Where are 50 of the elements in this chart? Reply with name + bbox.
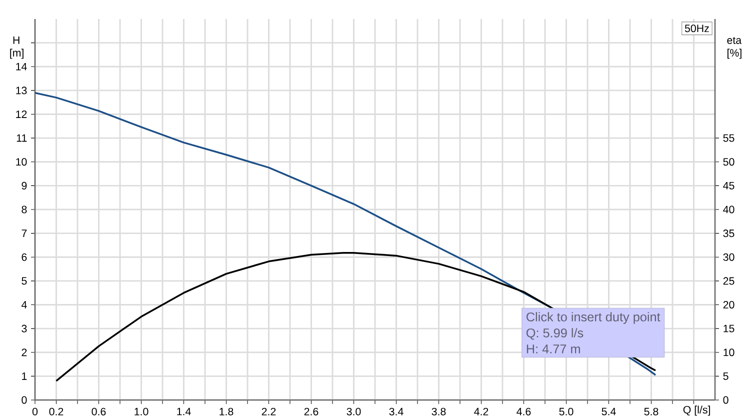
x-tick-label: 5.0 <box>559 408 574 416</box>
y2-tick-label: 15 <box>724 324 734 332</box>
y-axis-title: H [m] <box>10 36 24 59</box>
x-tick-label: 0 <box>32 408 38 416</box>
y-tick-label: 4 <box>22 301 27 308</box>
y2-tick-label: 20 <box>723 300 734 309</box>
y2-tick-label: 25 <box>723 277 734 285</box>
y2-tick-label: 30 <box>723 253 734 261</box>
y-tick-label: 1 <box>22 372 27 380</box>
y2-tick-label: 40 <box>723 206 734 214</box>
y-tick-label: 3 <box>22 324 27 332</box>
annotation: 50Hz <box>684 24 709 32</box>
y-tick-label: 7 <box>22 230 27 237</box>
y-tick-label: 0 <box>22 396 27 404</box>
x-axis-title: Q [l/s] <box>683 406 710 416</box>
x-tick-label: 2.6 <box>304 408 318 416</box>
y-tick-label: 9 <box>22 182 27 190</box>
x-tick-label: 3.8 <box>432 408 446 416</box>
x-tick-label: 5.8 <box>644 408 658 416</box>
y-tick-label: 11 <box>16 134 27 142</box>
y2-tick-label: 55 <box>723 134 734 142</box>
y-tick-label: 6 <box>22 253 27 261</box>
annotation: Click to insert duty point <box>526 312 660 324</box>
y-tick-label: 12 <box>16 110 27 118</box>
y2-tick-label: 45 <box>723 182 734 190</box>
y-tick-label: 10 <box>16 158 27 166</box>
x-tick-label: 3.4 <box>389 408 404 416</box>
x-tick-label: 3.0 <box>346 408 361 416</box>
y2-tick-label: 5 <box>723 372 728 380</box>
y2-tick-label: 0 <box>723 396 728 404</box>
x-tick-label: 1.4 <box>177 408 191 416</box>
y-tick-label: 2 <box>22 348 27 356</box>
annotation: Q: 5.99 l/s <box>526 328 584 340</box>
x-tick-label: 2.2 <box>262 408 276 416</box>
x-tick-label: 4.2 <box>474 408 488 416</box>
y2-axis-title: eta [%] <box>727 36 742 59</box>
y2-tick-label: 50 <box>723 158 734 166</box>
y-tick-label: 5 <box>22 277 27 285</box>
y2-tick-label: 35 <box>723 230 734 238</box>
x-tick-label: 1.0 <box>134 408 148 416</box>
x-tick-label: 1.8 <box>220 408 234 416</box>
x-tick-label: 0.6 <box>92 408 106 416</box>
x-tick-label: 5.4 <box>602 408 616 416</box>
y-tick-label: 8 <box>22 206 27 214</box>
annotation: H: 4.77 m <box>526 344 580 354</box>
x-tick-label: 0.2 <box>49 408 64 416</box>
y-tick-label: 13 <box>16 86 27 94</box>
x-tick-label: 4.6 <box>516 408 531 416</box>
y2-tick-label: 10 <box>724 348 734 356</box>
y-tick-label: 14 <box>16 62 27 70</box>
